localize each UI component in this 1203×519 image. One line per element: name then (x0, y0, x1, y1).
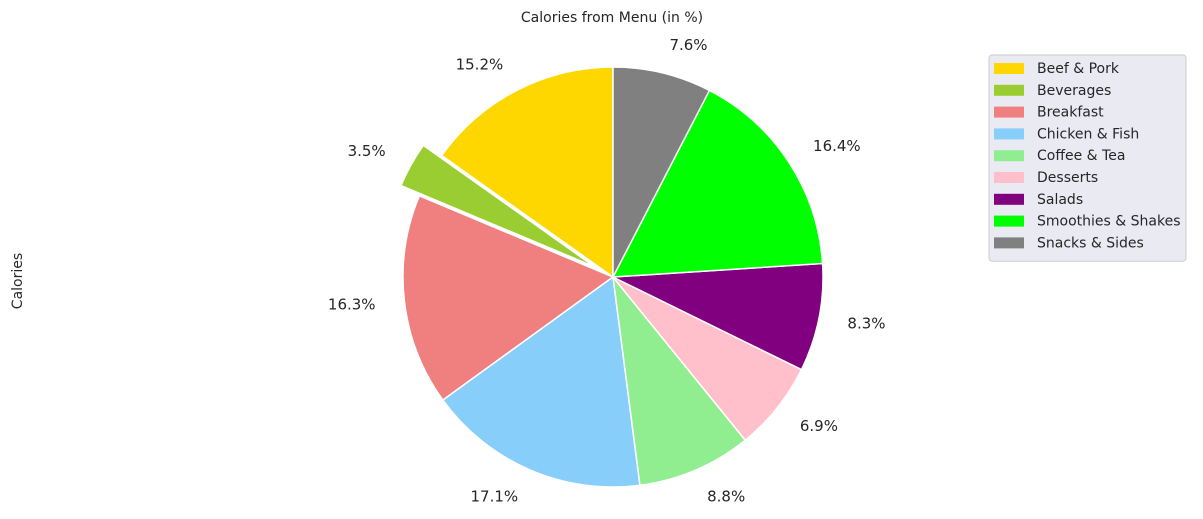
pie-slice-beef-and-pork (440, 66, 614, 278)
legend-swatch-beef-and-pork (994, 63, 1024, 74)
pie-label-beef-and-pork: 15.2% (456, 56, 504, 74)
pie-slice-beverages (400, 144, 596, 268)
pie-label-salads: 8.3% (847, 315, 885, 333)
legend-label-breakfast: Breakfast (1037, 105, 1104, 121)
legend-swatch-breakfast (994, 106, 1024, 118)
pie-label-smoothies-and-shakes: 16.4% (813, 137, 861, 155)
legend-swatch-chicken-and-fish (994, 128, 1024, 140)
legend-label-snacks-and-sides: Snacks & Sides (1037, 235, 1144, 251)
pie-slice-chicken-and-fish (442, 276, 641, 488)
legend-label-chicken-and-fish: Chicken & Fish (1037, 126, 1139, 142)
legend-box (988, 54, 1187, 262)
pie-slice-coffee-and-tea (612, 276, 746, 487)
legend-label-beverages: Beverages (1037, 83, 1111, 99)
pie-label-desserts: 6.9% (800, 417, 838, 435)
pie-label-snacks-and-sides: 7.6% (669, 36, 707, 54)
legend-label-coffee-and-tea: Coffee & Tea (1037, 148, 1125, 164)
legend-swatch-desserts (994, 172, 1024, 183)
chart-title: Calories from Menu (in %) (521, 10, 703, 26)
pie-slice-salads (612, 262, 824, 371)
pie-label-breakfast: 16.3% (328, 295, 376, 313)
pie-percent-labels: 15.2% 3.5% 16.3% 17.1% 8.8% 6.9% 8.3% 16.4% 7.6% (328, 36, 886, 506)
pie-slice-breakfast (402, 195, 614, 401)
pie-slices (400, 66, 824, 488)
pie-label-beverages: 3.5% (348, 142, 386, 160)
legend-swatch-smoothies-and-shakes (994, 215, 1024, 227)
y-axis-label: Calories (10, 253, 26, 309)
legend-swatch-snacks-and-sides (994, 237, 1024, 249)
legend-label-salads: Salads (1037, 192, 1083, 208)
pie-slice-smoothies-and-shakes (612, 89, 824, 278)
legend-label-smoothies-and-shakes: Smoothies & Shakes (1037, 214, 1181, 230)
legend-swatch-beverages (994, 84, 1024, 96)
pie-label-coffee-and-tea: 8.8% (707, 488, 745, 506)
legend-swatch-salads (994, 193, 1024, 205)
legend-label-beef-and-pork: Beef & Pork (1037, 61, 1120, 77)
pie-slice-snacks-and-sides (612, 66, 711, 278)
legend: Beef & Pork Beverages Breakfast Chicken & F… (988, 54, 1187, 262)
pie-label-chicken-and-fish: 17.1% (471, 487, 519, 505)
legend-swatch-coffee-and-tea (994, 150, 1024, 162)
legend-label-desserts: Desserts (1037, 170, 1098, 186)
